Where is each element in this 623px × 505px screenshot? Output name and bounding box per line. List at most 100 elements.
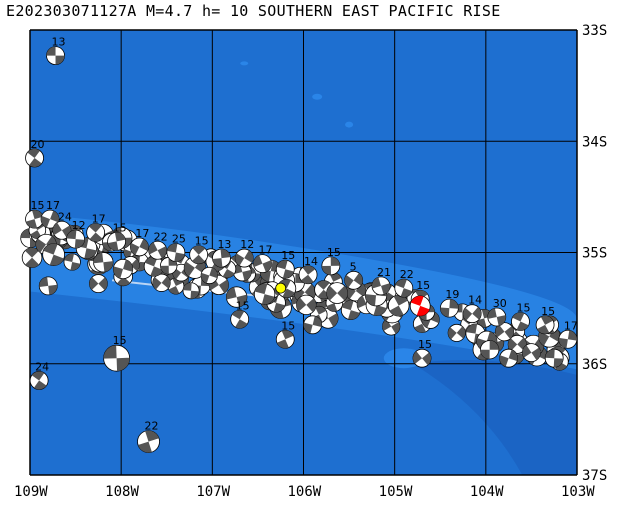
graticule bbox=[29, 29, 578, 476]
beachball-3: 17 bbox=[40, 199, 60, 229]
beachball-36: 22 bbox=[137, 420, 160, 454]
magnitude-label: 12 bbox=[240, 238, 254, 251]
lat-label: 34S bbox=[582, 134, 607, 150]
beachball-15: 15 bbox=[275, 249, 295, 279]
filler-beachball bbox=[326, 282, 348, 304]
beachball-8: 17 bbox=[129, 227, 149, 257]
beachball-34: 15 bbox=[103, 334, 131, 372]
beachball-28 bbox=[88, 274, 108, 294]
filler-beachball bbox=[21, 247, 43, 268]
epicenter-marker bbox=[275, 282, 287, 294]
magnitude-label: 15 bbox=[416, 279, 430, 292]
filler-beachball bbox=[447, 323, 466, 342]
beachball-23: 14 bbox=[462, 294, 482, 324]
lon-label: 105W bbox=[379, 484, 413, 500]
magnitude-label: 17 bbox=[564, 319, 578, 332]
magnitude-label: 21 bbox=[377, 266, 391, 279]
magnitude-label: 14 bbox=[304, 255, 318, 268]
lon-label: 103W bbox=[561, 484, 595, 500]
lon-label: 106W bbox=[288, 484, 322, 500]
beachball-5: 12 bbox=[66, 219, 86, 249]
magnitude-label: 15 bbox=[281, 249, 295, 262]
beachball-12: 13 bbox=[212, 238, 231, 268]
filler-beachball bbox=[225, 286, 248, 308]
latitude-labels: 33S 34S 35S 36S 37S bbox=[582, 23, 607, 484]
beachball-16: 14 bbox=[298, 255, 318, 285]
magnitude-label: 15 bbox=[281, 319, 295, 332]
filler-beachball bbox=[494, 322, 515, 342]
filler-beachball bbox=[387, 294, 410, 317]
magnitude-label: 13 bbox=[52, 36, 66, 49]
magnitude-label: 15 bbox=[236, 299, 250, 312]
lat-label: 35S bbox=[582, 246, 607, 262]
beachball-22: 19 bbox=[439, 288, 459, 318]
filler-beachball bbox=[200, 266, 218, 285]
magnitude-label: 15 bbox=[516, 301, 530, 314]
beachball-9: 22 bbox=[148, 230, 168, 260]
deep-basin bbox=[412, 360, 577, 475]
magnitude-label: 5 bbox=[350, 260, 357, 273]
filler-beachball bbox=[480, 340, 500, 360]
beachball-6: 17 bbox=[86, 212, 106, 242]
magnitude-label: 15 bbox=[541, 305, 555, 318]
beachball-26: 15 bbox=[535, 305, 555, 335]
beachball-0: 13 bbox=[46, 36, 66, 65]
magnitude-label: 30 bbox=[493, 297, 507, 310]
magnitude-label: 20 bbox=[31, 138, 45, 151]
lat-label: 36S bbox=[582, 357, 607, 373]
beachball-35: 24 bbox=[29, 360, 49, 390]
seamount-1 bbox=[312, 93, 323, 100]
lon-label: 107W bbox=[196, 484, 230, 500]
beachball-30: 15 bbox=[230, 299, 250, 329]
beachball-11: 15 bbox=[189, 235, 209, 265]
beachball-38 bbox=[522, 343, 541, 363]
filler-beachball bbox=[182, 282, 200, 300]
beachball-33: 15 bbox=[412, 338, 432, 368]
magnitude-label: 15 bbox=[31, 199, 45, 212]
magnitude-label: 17 bbox=[92, 212, 106, 225]
beachball-7: 15 bbox=[107, 221, 127, 251]
magnitude-label: 19 bbox=[445, 288, 459, 301]
magnitude-label: 13 bbox=[217, 238, 231, 251]
magnitude-label: 22 bbox=[154, 230, 168, 243]
beachball-20: 22 bbox=[394, 268, 414, 298]
magnitude-label: 25 bbox=[172, 233, 186, 246]
filler-beachball bbox=[63, 253, 81, 271]
lon-label: 109W bbox=[14, 484, 48, 500]
magnitude-label: 15 bbox=[113, 334, 127, 347]
beachball-29 bbox=[38, 276, 58, 296]
lon-label: 104W bbox=[470, 484, 504, 500]
magnitude-label: 17 bbox=[135, 227, 149, 240]
magnitude-label: 24 bbox=[58, 210, 72, 223]
lat-label: 33S bbox=[582, 23, 607, 39]
beachball-10: 25 bbox=[166, 233, 186, 262]
filler-beachball bbox=[253, 283, 276, 305]
beachball-31: 15 bbox=[275, 319, 295, 349]
seamount-2 bbox=[345, 121, 354, 128]
magnitude-label: 22 bbox=[145, 420, 159, 433]
beachball-17: 15 bbox=[321, 246, 341, 276]
beachball-18: 5 bbox=[344, 260, 364, 290]
magnitude-label: 15 bbox=[113, 221, 127, 234]
beachball-13: 12 bbox=[234, 238, 254, 268]
beachball-19: 21 bbox=[371, 266, 391, 296]
beachball-1: 20 bbox=[25, 138, 45, 168]
filler-beachball bbox=[112, 258, 134, 280]
beachball-27: 17 bbox=[558, 319, 578, 349]
seamount-3 bbox=[240, 61, 249, 66]
filler-beachball bbox=[93, 252, 114, 273]
magnitude-label: 12 bbox=[72, 219, 86, 232]
beachball-25: 15 bbox=[511, 301, 530, 331]
filler-beachball bbox=[340, 300, 361, 320]
magnitude-label: 14 bbox=[468, 294, 482, 307]
filler-beachball bbox=[296, 294, 317, 315]
magnitude-label: 24 bbox=[35, 360, 49, 373]
magnitude-label: 22 bbox=[400, 268, 414, 281]
magnitude-label: 17 bbox=[46, 199, 60, 212]
beachball-4: 24 bbox=[52, 210, 72, 240]
magnitude-label: 17 bbox=[258, 244, 272, 257]
filler-beachball bbox=[160, 257, 178, 275]
magnitude-label: 15 bbox=[418, 338, 432, 351]
beachball-2: 15 bbox=[25, 199, 45, 229]
